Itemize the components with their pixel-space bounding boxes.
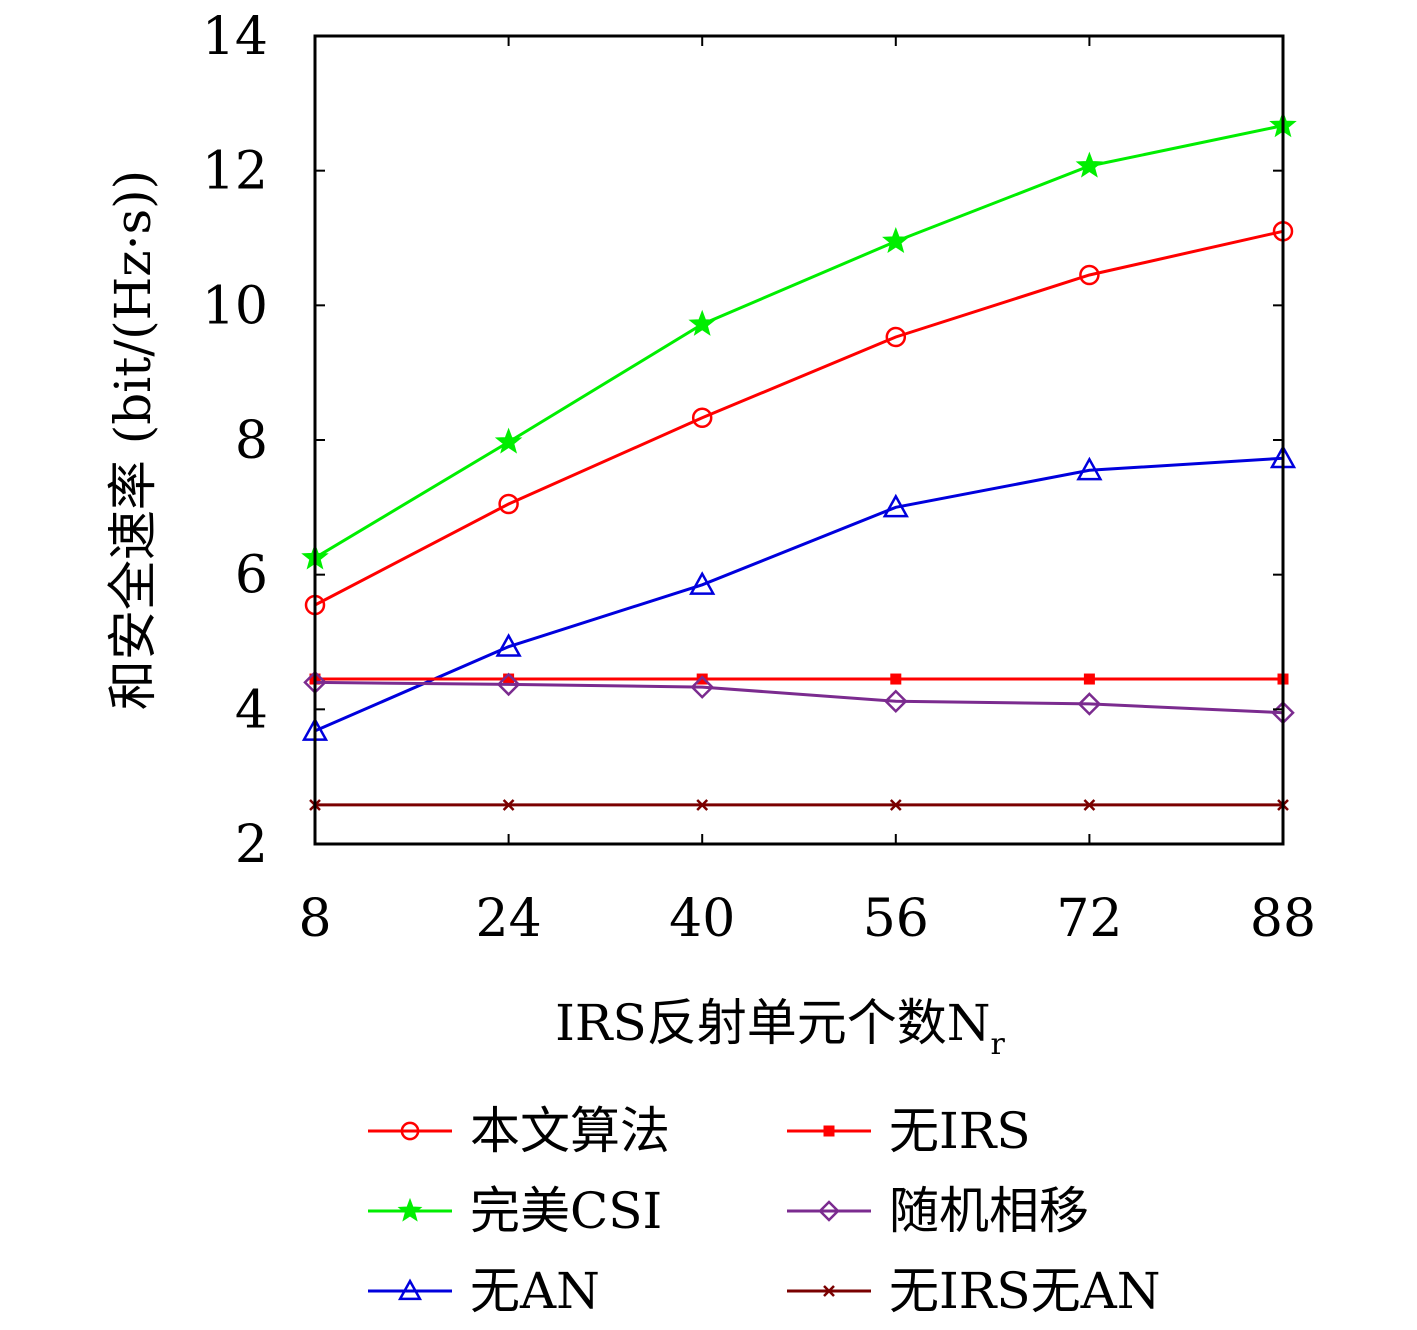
data-point-triangle	[882, 493, 909, 518]
data-point-diamond	[496, 672, 521, 697]
legend-item: 无AN	[368, 1262, 600, 1320]
data-point-cross	[823, 1285, 835, 1297]
legend-item: 随机相移	[787, 1182, 1089, 1240]
data-point-circle	[691, 407, 713, 429]
data-point-circle	[1079, 264, 1100, 286]
data-point-star	[688, 309, 716, 336]
x-tick-label: 8	[298, 889, 331, 949]
data-point-square	[1083, 673, 1095, 685]
series-1	[304, 221, 1294, 616]
series-6	[309, 799, 1289, 811]
y-tick-label: 8	[235, 411, 268, 471]
data-point-diamond	[1077, 692, 1102, 716]
y-axis: 2 4 6 8 10 12 14	[202, 7, 1283, 875]
legend-label: 无IRS无AN	[889, 1262, 1161, 1320]
data-point-square	[890, 673, 902, 685]
series-3	[301, 444, 1297, 741]
data-point-square	[696, 673, 708, 685]
data-point-star	[397, 1197, 423, 1222]
y-tick-label: 6	[235, 546, 268, 606]
legend-label: 本文算法	[470, 1102, 670, 1160]
y-tick-label: 2	[235, 815, 268, 875]
legend-item: 无IRS无AN	[787, 1262, 1161, 1320]
series-line	[314, 229, 1284, 607]
x-axis-title-main: IRS反射单元个数N	[555, 994, 990, 1052]
y-tick-label: 14	[202, 7, 268, 67]
data-point-triangle	[495, 633, 522, 657]
x-tick-label: 88	[1250, 889, 1316, 949]
data-point-cross	[889, 799, 902, 811]
series-2	[301, 111, 1297, 570]
data-point-square	[823, 1125, 835, 1137]
y-tick-label: 10	[202, 276, 268, 336]
y-tick-label: 12	[202, 142, 268, 202]
x-tick-label: 40	[669, 889, 735, 949]
data-point-circle	[498, 493, 519, 515]
data-point-star	[1075, 151, 1104, 178]
x-axis: 8 24 40 56 72 88	[298, 36, 1316, 949]
x-tick-label: 56	[863, 889, 929, 949]
data-point-cross	[696, 799, 709, 811]
data-point-triangle	[1076, 456, 1103, 481]
series-line	[314, 124, 1284, 560]
data-point-triangle	[689, 571, 716, 595]
data-point-circle	[885, 326, 907, 348]
data-point-circle	[400, 1121, 420, 1141]
legend-label: 无AN	[470, 1262, 600, 1320]
y-tick-label: 4	[235, 680, 268, 740]
x-tick-label: 24	[476, 889, 542, 949]
data-point-triangle	[397, 1278, 423, 1301]
x-axis-title-subscript: r	[991, 1027, 1006, 1062]
x-tick-label: 72	[1056, 889, 1122, 949]
data-point-diamond	[690, 675, 714, 699]
data-point-cross	[1083, 799, 1096, 811]
data-point-star	[494, 427, 523, 454]
series-line	[314, 680, 1284, 715]
legend-label: 完美CSI	[470, 1182, 662, 1240]
y-axis-title: 和安全速率 (bit/(Hz·s))	[104, 170, 162, 710]
data-point-diamond	[818, 1200, 840, 1222]
data-point-diamond	[884, 689, 908, 714]
legend-label: 无IRS	[889, 1102, 1031, 1160]
data-point-star	[882, 226, 910, 254]
legend-item: 无IRS	[787, 1102, 1031, 1160]
x-axis-title: IRS反射单元个数Nr	[555, 994, 1005, 1062]
legend-item: 完美CSI	[368, 1182, 662, 1240]
legend-label: 随机相移	[889, 1182, 1089, 1240]
data-point-cross	[502, 799, 515, 811]
legend-item: 本文算法	[368, 1102, 670, 1160]
series-layer	[301, 111, 1297, 811]
series-line	[314, 456, 1284, 733]
